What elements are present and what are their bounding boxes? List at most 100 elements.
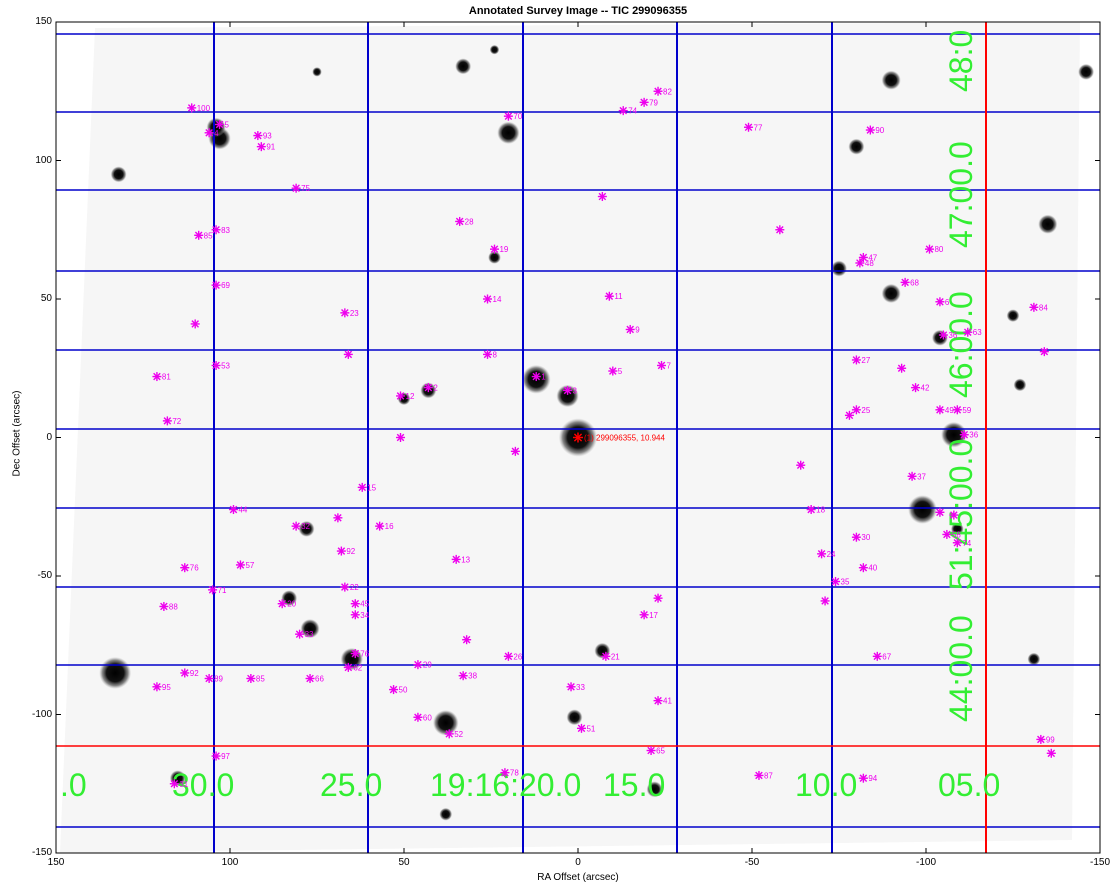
source-label: 20 <box>287 600 296 609</box>
source-label: 36 <box>969 431 978 440</box>
source-marker-stroke <box>351 599 360 608</box>
source-marker-stroke <box>445 730 454 738</box>
source-marker: 85 <box>246 673 265 683</box>
source-marker: 90 <box>865 125 885 135</box>
source-marker: 77 <box>744 122 763 132</box>
source-label: 44 <box>238 506 247 515</box>
source-label: 74 <box>628 107 637 116</box>
source-marker: 74 <box>618 106 638 116</box>
source-marker: 28 <box>455 216 474 226</box>
source-marker-stroke <box>153 683 161 691</box>
star <box>300 619 320 639</box>
source-label: 100 <box>197 104 211 113</box>
ra-grid-label: 25.0 <box>320 767 382 803</box>
source-marker: 18 <box>806 505 826 515</box>
source-label: 68 <box>910 278 919 287</box>
star <box>556 384 579 408</box>
source-label: 60 <box>423 713 432 722</box>
source-label: 48 <box>865 259 874 268</box>
source-marker-stroke <box>504 652 513 661</box>
source-marker-stroke <box>845 411 854 420</box>
source-label: 5 <box>618 367 623 376</box>
source-marker: 91 <box>256 142 276 152</box>
source-marker-stroke <box>341 583 349 591</box>
source-marker-stroke <box>563 386 572 395</box>
source-label: 91 <box>266 143 275 152</box>
source-marker: 76 <box>350 649 370 659</box>
source-marker: 70 <box>503 111 523 121</box>
source-marker-stroke <box>908 472 916 481</box>
star <box>281 590 298 607</box>
source-label: 92 <box>190 669 199 678</box>
y-tick-label: 50 <box>40 293 52 304</box>
y-tick-label: -150 <box>31 847 52 858</box>
source-marker: 82 <box>653 86 672 96</box>
source-marker <box>844 410 854 420</box>
star <box>1027 652 1041 666</box>
source-marker: 5 <box>608 366 623 376</box>
source-marker-stroke <box>351 649 360 658</box>
source-label: 23 <box>350 309 359 318</box>
source-label: 13 <box>461 555 470 564</box>
source-marker: 32 <box>291 521 311 531</box>
source-marker-stroke <box>817 550 826 558</box>
star <box>1078 63 1095 80</box>
y-tick-label: 0 <box>46 431 52 443</box>
coordinate-grid-labels: .0 30.0 25.0 19:16:20.0 15.0 10.0 05.048:047:0… <box>60 30 1000 803</box>
x-tick-label: 0 <box>575 857 581 868</box>
dec-grid-label: 46:00.0 <box>943 291 979 398</box>
source-marker: 71 <box>208 585 227 595</box>
source-marker-stroke <box>180 669 189 677</box>
source-marker: 97 <box>211 751 231 761</box>
y-tick-label: 100 <box>35 154 52 166</box>
y-tick-label: 150 <box>35 16 52 27</box>
source-marker-stroke <box>396 433 405 442</box>
source-marker: 8 <box>483 349 498 359</box>
source-label: 45 <box>360 600 369 609</box>
star <box>646 781 663 798</box>
source-marker-stroke <box>609 367 617 375</box>
source-marker: 84 <box>1029 302 1048 312</box>
source-marker-stroke <box>640 98 648 107</box>
source-marker: 9 <box>625 324 640 334</box>
source-marker-stroke <box>375 522 384 530</box>
source-marker-stroke <box>577 724 586 733</box>
source-label: 49 <box>945 406 954 415</box>
source-marker-stroke <box>943 530 951 539</box>
source-marker: 20 <box>277 599 297 609</box>
star <box>950 522 964 536</box>
source-marker-stroke <box>212 281 220 289</box>
source-marker-stroke <box>212 361 220 370</box>
source-marker: 72 <box>162 416 182 426</box>
source-marker: 26 <box>503 651 523 661</box>
source-marker: 40 <box>858 563 878 573</box>
source-marker: 48 <box>855 258 874 268</box>
star <box>439 807 453 821</box>
source-marker-stroke <box>511 447 520 456</box>
source-label: 75 <box>301 184 310 193</box>
source-label: 84 <box>1039 303 1048 312</box>
source-marker-stroke <box>208 586 217 594</box>
source-label: 78 <box>510 769 519 778</box>
source-marker: 44 <box>228 505 248 515</box>
star <box>566 709 583 726</box>
source-marker-stroke <box>504 112 513 120</box>
source-label: 19 <box>499 245 508 254</box>
source-marker-stroke <box>334 514 342 522</box>
y-tick-label: -100 <box>31 708 52 720</box>
source-label: 41 <box>663 697 672 706</box>
source-marker: 92 <box>180 668 199 678</box>
source-marker-stroke <box>1047 749 1056 758</box>
source-marker: 63 <box>963 327 982 337</box>
source-marker: 62 <box>343 662 363 672</box>
source-label: 76 <box>190 564 199 573</box>
target-label: (1) 299096355, 10.944 <box>584 434 666 443</box>
star <box>489 44 500 55</box>
source-marker-stroke <box>953 538 962 547</box>
star <box>488 251 501 264</box>
source-marker: 29 <box>413 660 432 670</box>
source-label: 17 <box>649 611 658 620</box>
source-label: 5 <box>225 120 230 129</box>
source-marker: 3 <box>563 385 578 395</box>
